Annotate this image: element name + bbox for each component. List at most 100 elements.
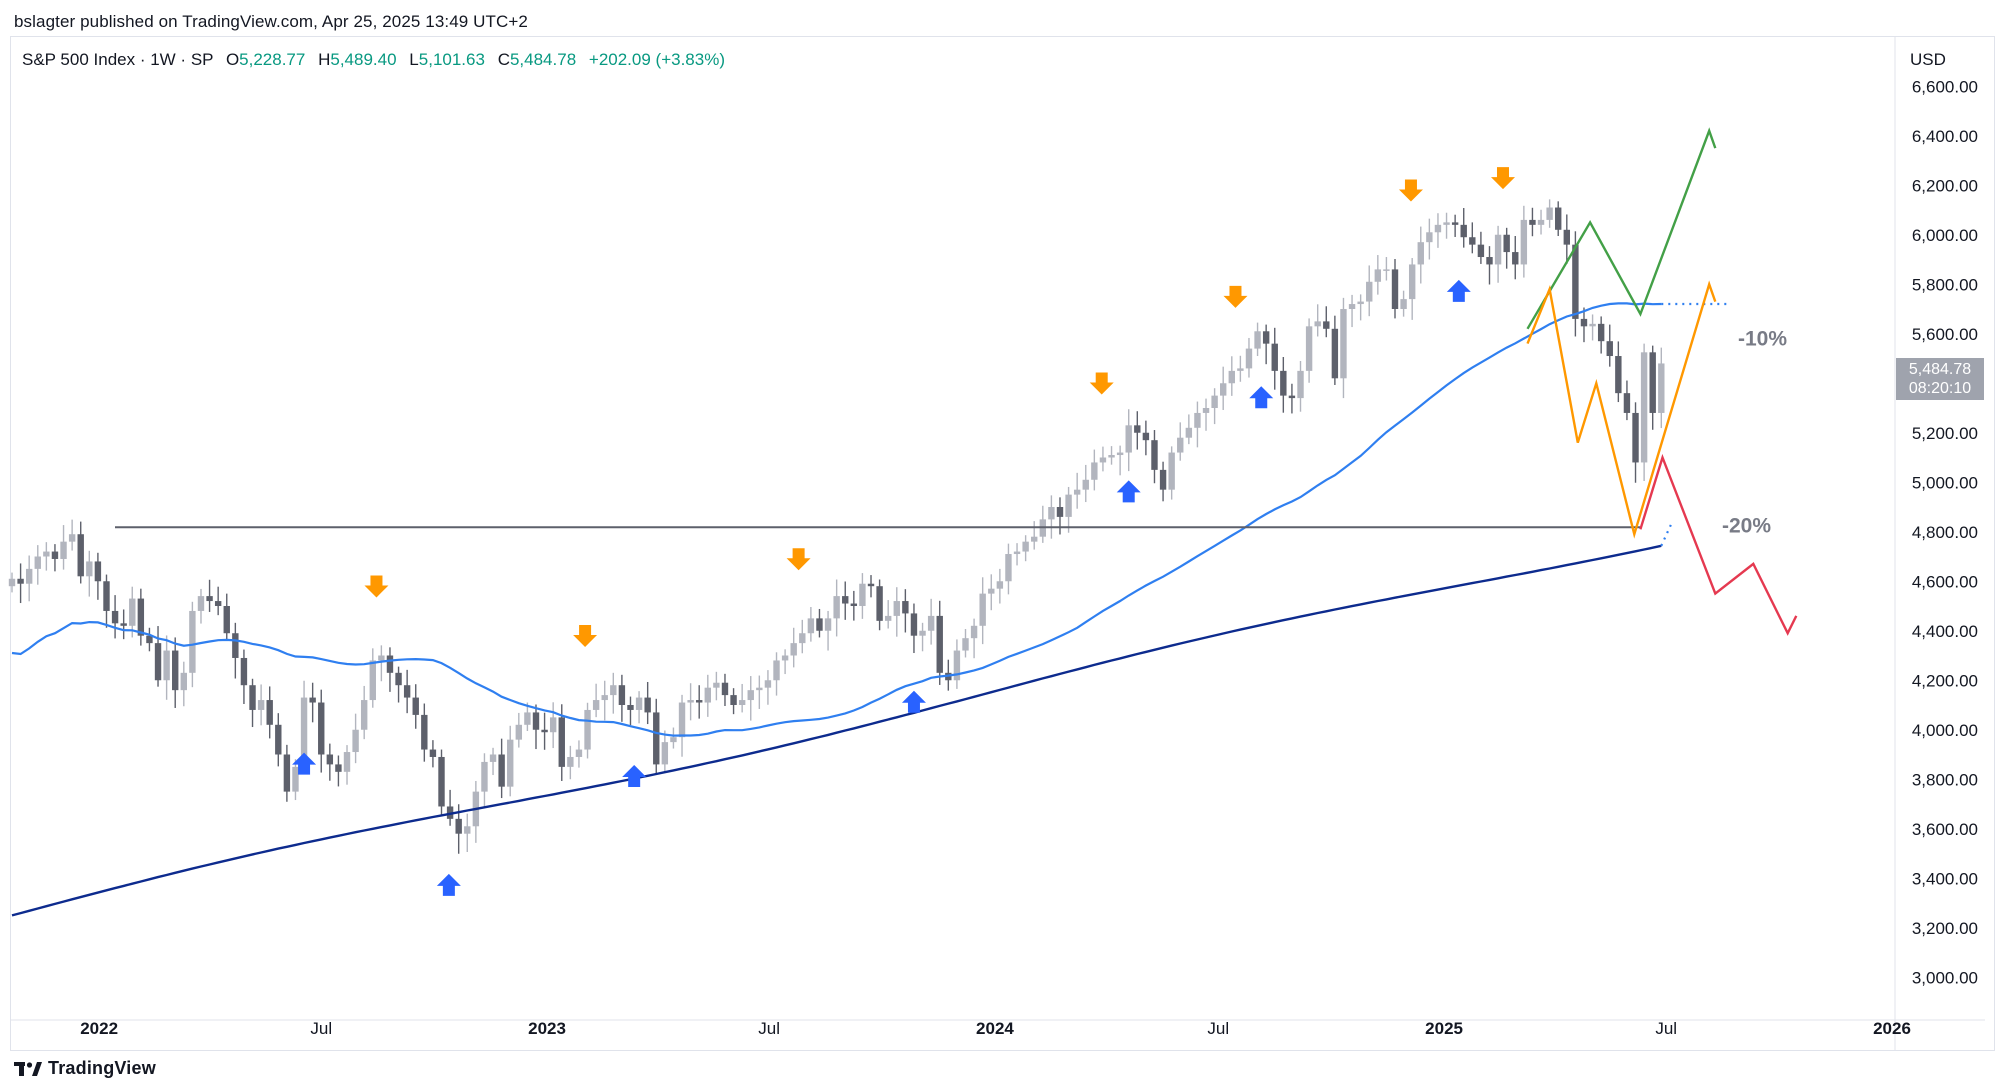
candle-body xyxy=(464,826,471,834)
candle-body xyxy=(1417,242,1424,265)
candle-body xyxy=(34,556,41,569)
candle-body xyxy=(902,601,909,614)
candle-body xyxy=(567,756,574,767)
candle-body xyxy=(1434,224,1442,233)
candle-body xyxy=(549,717,557,733)
candle-body xyxy=(455,818,462,834)
candle-body xyxy=(146,635,153,644)
candle-body xyxy=(1529,219,1536,225)
candle-body xyxy=(120,623,127,626)
candle-body xyxy=(1537,219,1545,225)
down-arrow-icon xyxy=(1398,179,1423,202)
candle-body xyxy=(1254,331,1261,349)
candle-body xyxy=(1168,452,1175,490)
chart-frame xyxy=(10,36,1995,1051)
candle-body xyxy=(129,598,136,626)
candle-body xyxy=(1142,432,1150,441)
candle-body xyxy=(1082,479,1089,490)
down-arrow-icon xyxy=(1089,372,1114,395)
publisher-line: bslagter published on TradingView.com, A… xyxy=(14,12,528,31)
candle-body xyxy=(661,742,669,765)
scenario-red-path xyxy=(1639,453,1798,636)
candle-body xyxy=(25,568,33,584)
candle-body xyxy=(687,700,694,703)
candle-body xyxy=(1632,412,1639,463)
candle-body xyxy=(558,717,565,767)
candle-body xyxy=(507,739,514,787)
candle-body xyxy=(764,680,772,688)
ma-dark-line xyxy=(11,544,1662,917)
candle-body xyxy=(842,596,849,604)
candle-body xyxy=(429,749,437,757)
candle-body xyxy=(575,749,583,757)
candle-body xyxy=(910,613,918,636)
candle-body xyxy=(893,601,900,616)
candle-body xyxy=(180,672,188,691)
candle-body xyxy=(1323,321,1330,329)
symbol-name[interactable]: S&P 500 Index · 1W · SP xyxy=(22,50,214,69)
high-value: 5,489.40 xyxy=(330,50,397,69)
candle-body xyxy=(206,596,213,602)
candle-body xyxy=(1245,348,1253,369)
candle-body xyxy=(51,551,59,559)
candle-body xyxy=(1271,343,1278,371)
candle-body xyxy=(988,588,995,594)
candle-body xyxy=(1555,207,1562,230)
y-tick-label: 3,600.00 xyxy=(1912,820,1978,839)
candle-body xyxy=(1091,462,1098,480)
candle-body xyxy=(953,650,961,681)
symbol-legend: S&P 500 Index · 1W · SP O5,228.77 H5,489… xyxy=(22,50,725,70)
candle-body xyxy=(1185,427,1193,438)
candle-body xyxy=(1426,232,1433,243)
candle-body xyxy=(1563,229,1571,245)
candle-body xyxy=(214,601,222,606)
candle-body xyxy=(1099,457,1107,463)
candle-body xyxy=(421,714,428,750)
up-arrow-icon xyxy=(1446,279,1471,302)
candle-body xyxy=(8,578,16,587)
candle-body xyxy=(1237,368,1244,371)
candle-body xyxy=(249,685,256,710)
candle-body xyxy=(137,598,145,636)
candle-body xyxy=(541,729,548,733)
x-tick-label: 2022 xyxy=(80,1019,118,1038)
candle-body xyxy=(43,551,50,557)
candle-body xyxy=(223,606,230,634)
y-tick-label: 6,400.00 xyxy=(1912,127,1978,146)
candle-body xyxy=(60,541,67,559)
candle-body xyxy=(592,700,600,710)
candle-body xyxy=(1116,452,1124,456)
candle-body xyxy=(489,754,497,762)
down-arrow-icon xyxy=(364,575,389,598)
x-tick-label: 2023 xyxy=(528,1019,566,1038)
candle-body xyxy=(1580,318,1588,327)
candle-body xyxy=(532,712,540,730)
last-price-tag: 5,484.78 08:20:10 xyxy=(1896,358,1984,400)
candle-body xyxy=(1151,440,1158,470)
candle-body xyxy=(678,702,686,738)
candle-body xyxy=(1486,257,1493,265)
candle-body xyxy=(1520,219,1528,265)
candle-body xyxy=(1494,234,1502,265)
currency-label[interactable]: USD xyxy=(1910,50,1946,69)
candle-body xyxy=(962,638,969,651)
candle-body xyxy=(77,534,84,577)
candle-body xyxy=(1288,395,1296,399)
candle-body xyxy=(481,761,488,792)
candle-body xyxy=(816,618,823,631)
candle-body xyxy=(1357,301,1364,305)
up-arrow-icon xyxy=(1249,386,1274,409)
y-tick-label: 5,000.00 xyxy=(1912,473,1978,492)
up-arrow-icon xyxy=(622,764,647,787)
candle-body xyxy=(189,610,196,673)
candle-body xyxy=(1640,352,1648,463)
candle-body xyxy=(17,578,24,584)
x-tick-label: 2024 xyxy=(976,1019,1014,1038)
y-tick-label: 3,000.00 xyxy=(1912,968,1978,987)
scenario-green-path xyxy=(1526,127,1717,330)
y-tick-label: 4,600.00 xyxy=(1912,572,1978,591)
candle-body xyxy=(292,766,299,792)
candle-body xyxy=(730,695,737,705)
candle-body xyxy=(1589,323,1596,327)
